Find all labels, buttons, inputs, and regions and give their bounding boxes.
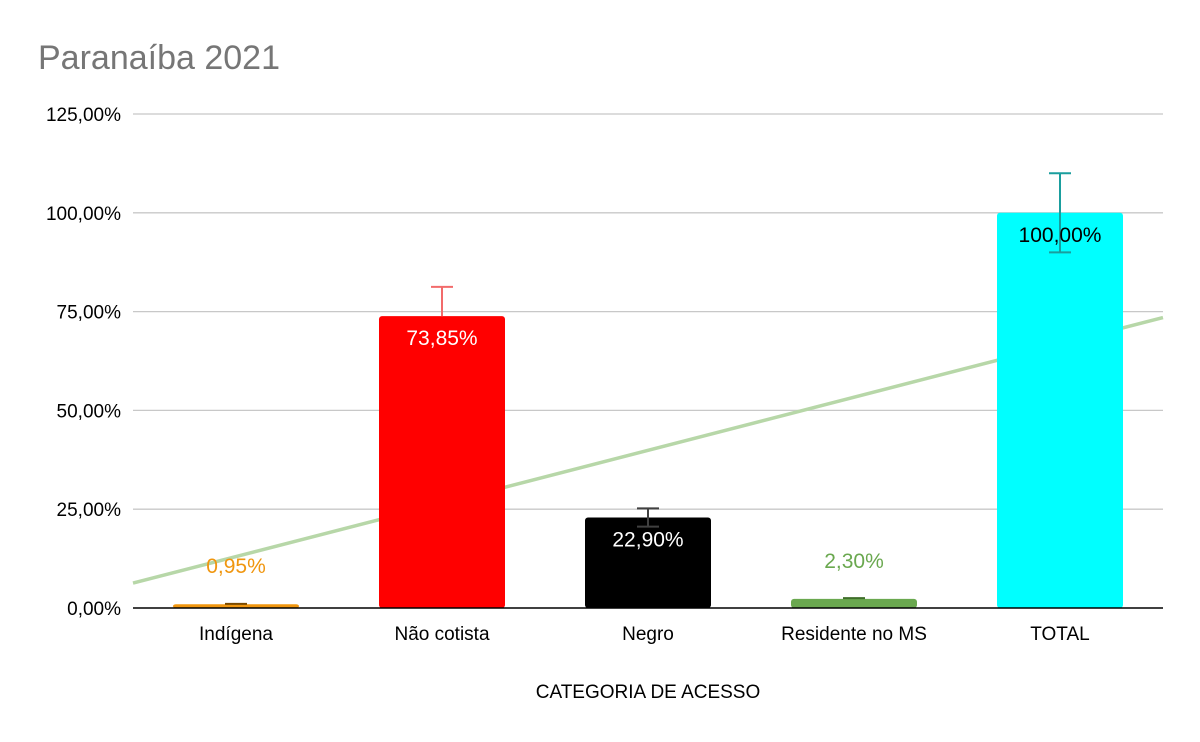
data-label: 22,90% — [612, 528, 683, 551]
data-label: 2,30% — [824, 550, 884, 573]
bars — [173, 212, 1123, 609]
data-label: 0,95% — [206, 555, 266, 578]
bar — [791, 598, 917, 608]
y-tick-label: 50,00% — [57, 401, 122, 422]
x-tick-label: TOTAL — [1030, 624, 1089, 645]
bar — [173, 604, 299, 608]
x-tick-label: Não cotista — [394, 624, 489, 645]
y-tick-label: 0,00% — [67, 599, 121, 620]
data-label: 100,00% — [1019, 224, 1102, 247]
data-labels: 0,95% 73,85% 22,90% 2,30% 100,00% — [206, 224, 1101, 578]
y-tick-label: 75,00% — [57, 303, 122, 324]
x-axis-ticks: Indígena Não cotista Negro Residente no MS T… — [199, 624, 1090, 645]
data-label: 73,85% — [406, 327, 477, 350]
y-tick-label: 125,00% — [46, 105, 121, 126]
gridlines — [133, 113, 1163, 510]
trendline-group — [132, 315, 1164, 585]
x-tick-label: Indígena — [199, 624, 273, 645]
x-tick-label: Negro — [622, 624, 674, 645]
bar — [379, 316, 505, 608]
y-tick-label: 25,00% — [57, 500, 122, 521]
x-tick-label: Residente no MS — [781, 624, 927, 645]
y-tick-label: 100,00% — [46, 204, 121, 225]
bar — [997, 212, 1123, 609]
x-axis-label: CATEGORIA DE ACESSO — [536, 682, 761, 703]
chart-title: Paranaíba 2021 — [38, 39, 280, 77]
error-bars — [225, 172, 1071, 605]
bar — [585, 517, 711, 608]
trendline — [132, 315, 1164, 585]
y-axis-ticks: 0,00% 25,00% 50,00% 75,00% 100,00% 125,00% — [46, 105, 121, 620]
